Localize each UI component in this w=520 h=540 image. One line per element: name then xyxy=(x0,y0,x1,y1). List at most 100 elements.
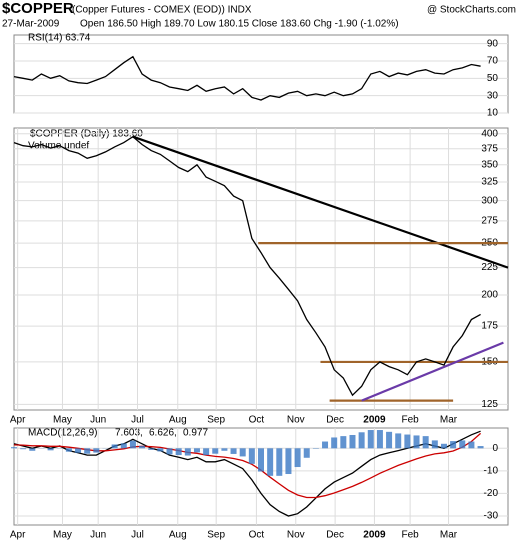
y-tick-label: 10 xyxy=(487,108,499,119)
series-line xyxy=(13,432,482,499)
histogram-bar xyxy=(413,435,420,449)
x-tick-label: Apr xyxy=(10,530,26,540)
y-tick-label: 300 xyxy=(481,195,498,206)
histogram-bar xyxy=(239,448,246,457)
y-tick-label: 90 xyxy=(487,38,499,49)
histogram-value: 0.977 xyxy=(183,428,208,439)
histogram-bar xyxy=(367,430,374,449)
x-tick-label: Jul xyxy=(131,415,144,426)
x-tick-label: Jul xyxy=(131,530,144,540)
y-tick-label: -30 xyxy=(484,511,499,522)
x-tick-label: Mar xyxy=(440,415,458,426)
histogram-bar xyxy=(248,448,255,464)
histogram-bar xyxy=(322,441,329,449)
trend-line xyxy=(361,341,504,402)
histogram-bar xyxy=(129,440,136,449)
y-tick-label: 325 xyxy=(481,177,498,188)
histogram-bar xyxy=(29,448,36,451)
histogram-bar xyxy=(349,434,356,449)
histogram-bar xyxy=(47,448,54,451)
histogram-bar xyxy=(358,432,365,449)
x-tick-label: Nov xyxy=(287,530,305,540)
histogram-bar xyxy=(331,437,338,449)
quote: Open 186.50 High 189.70 Low 180.15 Close… xyxy=(80,19,399,30)
histogram-bar xyxy=(258,448,264,472)
x-tick-label: 2009 xyxy=(363,530,386,540)
y-tick-label: 200 xyxy=(481,290,498,301)
y-tick-label: 70 xyxy=(487,56,499,67)
y-tick-label: 175 xyxy=(481,321,498,332)
histogram-bar xyxy=(20,448,27,450)
histogram-bar xyxy=(468,441,475,449)
histogram-bar xyxy=(440,443,447,449)
y-tick-label: 225 xyxy=(481,262,498,273)
x-tick-label: May xyxy=(53,530,72,540)
macd-value: 7.603, xyxy=(115,428,143,439)
histogram-bar xyxy=(303,448,310,458)
x-tick-label: Aug xyxy=(169,415,187,426)
y-tick-label: 400 xyxy=(481,128,498,139)
y-tick-label: 125 xyxy=(481,399,498,410)
date: 27-Mar-2009 xyxy=(2,19,60,30)
histogram-bar xyxy=(431,440,438,449)
histogram-bar xyxy=(422,436,429,449)
histogram-bar xyxy=(340,436,347,449)
histogram-bar xyxy=(276,448,283,476)
histogram-bar xyxy=(459,440,466,449)
histogram-bar xyxy=(93,448,100,453)
histogram-bar xyxy=(65,448,72,452)
rsi-title: RSI(14) 63.74 xyxy=(28,33,91,44)
x-tick-label: Dec xyxy=(326,415,344,426)
x-tick-label: Oct xyxy=(249,415,265,426)
y-tick-label: 275 xyxy=(481,216,498,227)
y-tick-label: 50 xyxy=(487,73,499,84)
series-line xyxy=(13,135,481,397)
x-tick-label: Mar xyxy=(440,530,458,540)
histogram-bar xyxy=(75,448,82,453)
y-tick-label: 350 xyxy=(481,159,498,170)
signal-value: 6.626, xyxy=(149,428,177,439)
histogram-bar xyxy=(184,448,191,456)
x-tick-label: Jun xyxy=(90,415,106,426)
histogram-bar xyxy=(450,441,457,449)
histogram-bar xyxy=(477,446,484,449)
histogram-bar xyxy=(84,448,91,454)
y-tick-label: 375 xyxy=(481,143,498,154)
x-tick-label: Feb xyxy=(401,530,419,540)
symbol: $COPPER xyxy=(2,0,74,17)
rsi-frame xyxy=(13,34,509,114)
x-tick-label: May xyxy=(53,415,72,426)
x-tick-label: Sep xyxy=(207,530,225,540)
histogram-bar xyxy=(11,447,17,449)
histogram-bar xyxy=(376,430,383,449)
histogram-bar xyxy=(386,431,393,449)
histogram-bar xyxy=(212,448,219,454)
trend-line xyxy=(132,135,509,269)
histogram-bar xyxy=(193,448,200,453)
histogram-bar xyxy=(175,448,182,456)
macd-frame xyxy=(13,427,509,526)
histogram-bar xyxy=(157,448,164,452)
source: @ StockCharts.com xyxy=(427,5,516,16)
x-tick-label: Dec xyxy=(326,530,344,540)
histogram-bar xyxy=(166,448,173,455)
histogram-bar xyxy=(203,448,210,456)
histogram-bar xyxy=(285,448,292,475)
histogram-bar xyxy=(267,448,274,476)
x-tick-label: Aug xyxy=(169,530,187,540)
histogram-bar xyxy=(294,448,301,468)
y-tick-label: -20 xyxy=(484,488,499,499)
y-tick-label: 0 xyxy=(492,443,498,454)
histogram-bar xyxy=(120,443,127,449)
histogram-bar xyxy=(395,433,402,449)
histogram-bar xyxy=(148,448,155,450)
x-tick-label: Sep xyxy=(207,415,225,426)
description: (Copper Futures - COMEX (EOD)) INDX xyxy=(72,5,252,16)
x-tick-label: Apr xyxy=(10,415,26,426)
price-frame xyxy=(13,127,509,411)
histogram-bar xyxy=(111,444,118,449)
series-line xyxy=(13,430,481,517)
histogram-bar xyxy=(221,448,228,451)
x-tick-label: Feb xyxy=(401,415,419,426)
